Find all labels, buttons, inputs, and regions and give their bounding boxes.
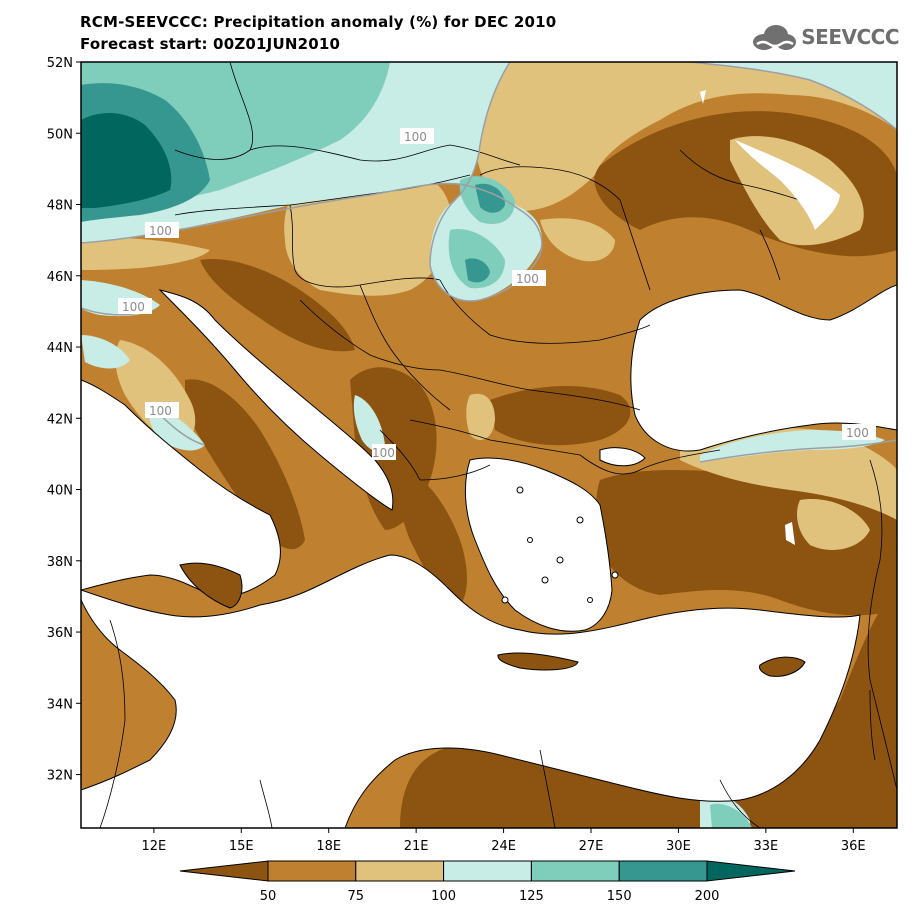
lon-tick-label: 18E	[316, 839, 341, 854]
sea-mask	[81, 284, 897, 828]
anomaly-zone-75-100	[473, 62, 897, 211]
colorbar-tick-label: 100	[431, 889, 456, 904]
svg-text:100: 100	[149, 404, 172, 418]
lat-tick-label: 48N	[47, 199, 73, 214]
lon-tick-label: 33E	[753, 839, 778, 854]
colorbar-tick-label: 125	[519, 889, 544, 904]
contour-label: 100	[145, 222, 179, 238]
lat-tick-label: 32N	[47, 769, 73, 784]
anomaly-zone-100-125	[353, 395, 385, 452]
contour-label: 100	[842, 424, 876, 440]
latitude-axis: 52N 50N 48N 46N 44N 42N 40N 38N 36N 34N 32N	[47, 56, 81, 784]
lat-tick-label: 44N	[47, 341, 73, 356]
map-title: RCM-SEEVCCC: Precipitation anomaly (%) f…	[80, 13, 557, 31]
lon-tick-label: 24E	[491, 839, 516, 854]
lon-tick-label: 12E	[141, 839, 166, 854]
svg-text:100: 100	[149, 224, 172, 238]
anomaly-zone-lt50	[490, 385, 631, 446]
lon-tick-label: 36E	[841, 839, 866, 854]
seevccc-logo: SEEVCCC	[749, 22, 899, 52]
lat-tick-label: 42N	[47, 412, 73, 427]
contour-label: 100	[145, 402, 179, 418]
colorbar-tick-label: 50	[260, 889, 277, 904]
contour-label: 100	[372, 444, 396, 460]
anomaly-field	[81, 62, 897, 828]
svg-text:100: 100	[404, 130, 427, 144]
svg-text:100: 100	[372, 446, 395, 460]
anomaly-zone-lt50	[397, 470, 467, 610]
colorbar-swatch	[530, 860, 620, 882]
colorbar-tick-label: 150	[607, 889, 632, 904]
colorbar-tick-label: 75	[348, 889, 365, 904]
anomaly-zone-75-100	[81, 238, 210, 270]
lat-tick-label: 36N	[47, 626, 73, 641]
no-data-sliver	[785, 522, 795, 545]
colorbar-tick-label: 200	[695, 889, 720, 904]
colorbar-swatch	[618, 860, 708, 882]
anomaly-zone-lt50	[185, 379, 305, 550]
lon-tick-label: 21E	[404, 839, 429, 854]
anomaly-zone-lt50	[81, 580, 897, 828]
lon-tick-label: 30E	[666, 839, 691, 854]
anomaly-zone-75-100	[466, 393, 495, 440]
anomaly-zone-75-100	[540, 218, 615, 262]
logo-text: SEEVCCC	[801, 25, 899, 49]
anomaly-zone-gt200	[81, 113, 172, 208]
colorbar: 50 75 100 125 150 200	[179, 860, 796, 904]
svg-text:100: 100	[516, 272, 539, 286]
forecast-start-subtitle: Forecast start: 00Z01JUN2010	[80, 35, 341, 53]
anomaly-zone-150-200	[465, 258, 490, 283]
colorbar-swatch	[267, 860, 357, 882]
map-frame	[80, 61, 898, 829]
no-data-sliver	[700, 90, 706, 104]
colorbar-swatch	[706, 860, 796, 882]
colorbar-swatch	[179, 860, 269, 882]
lat-tick-label: 52N	[47, 56, 73, 71]
anomaly-zone-lt50	[200, 259, 355, 352]
anomaly-zone-100-125	[81, 335, 130, 369]
anomaly-zone-125-150	[448, 229, 505, 289]
colorbar-swatch	[443, 860, 532, 882]
anomaly-zone-75-100	[797, 499, 870, 550]
colorbar-swatch	[355, 860, 445, 882]
lon-tick-label: 15E	[229, 839, 254, 854]
lat-tick-label: 50N	[47, 127, 73, 142]
lat-tick-label: 34N	[47, 697, 73, 712]
lat-tick-label: 40N	[47, 484, 73, 499]
islands	[179, 486, 806, 677]
anomaly-zone-100-125	[690, 62, 897, 130]
anomaly-zone-100-125	[700, 430, 885, 462]
lon-tick-label: 27E	[579, 839, 604, 854]
anomaly-zone-125-150	[710, 803, 752, 828]
anomaly-zone-150-200	[475, 183, 505, 213]
svg-text:100: 100	[846, 426, 869, 440]
lat-tick-label: 38N	[47, 555, 73, 570]
contour-label: 100	[512, 270, 546, 286]
svg-text:100: 100	[122, 300, 145, 314]
contour-label: 100	[400, 128, 434, 144]
anomaly-zone-75-100	[284, 175, 451, 296]
no-data-sliver	[735, 140, 840, 230]
longitude-axis: 12E 15E 18E 21E 24E 27E 30E 33E 36E	[141, 828, 866, 854]
contour-label: 100	[118, 298, 152, 314]
contour-labels: 100 100 100 100 100 100 100	[118, 128, 876, 460]
lat-tick-label: 46N	[47, 270, 73, 285]
cloud-icon	[753, 25, 797, 50]
